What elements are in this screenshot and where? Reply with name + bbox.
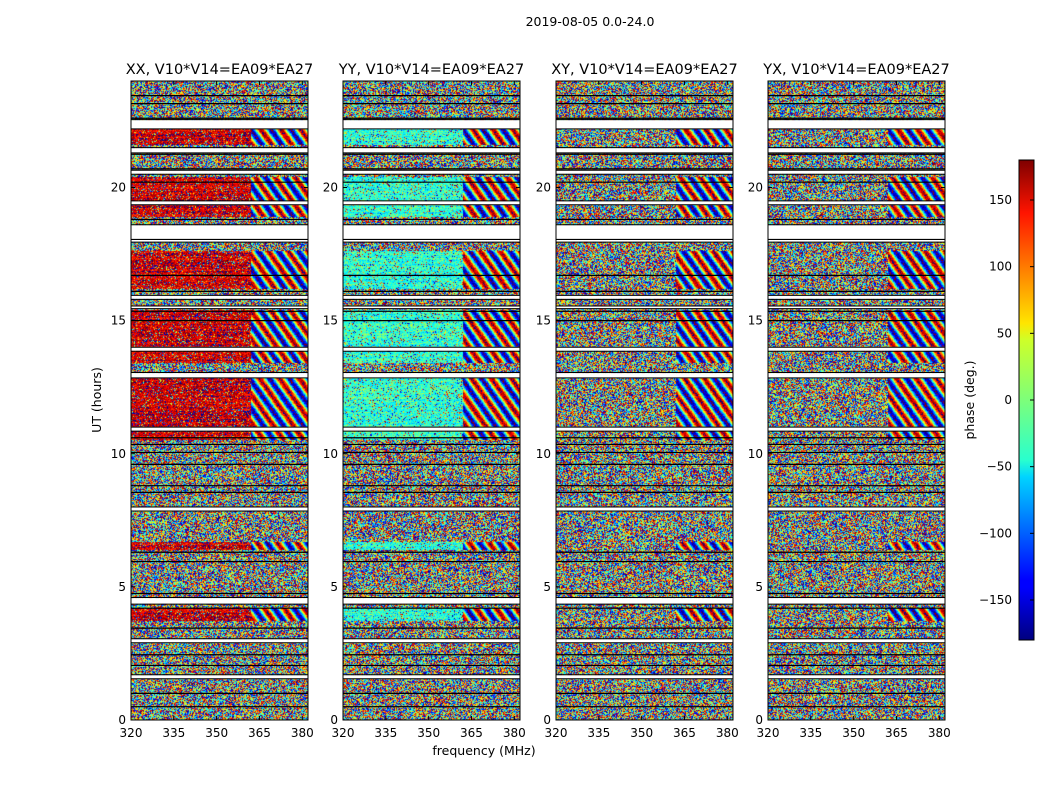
y-tick-label: 10 <box>748 447 763 461</box>
panel-xx: XX, V10*V14=EA09*EA27 320 335 350 365 380 0 5 10… <box>111 62 314 740</box>
x-tick-label: 320 <box>120 726 143 740</box>
y-tick-label: 0 <box>543 713 551 727</box>
x-tick-label: 365 <box>885 726 908 740</box>
panel-xy: XY, V10*V14=EA09*EA27 320 335 350 365 380 0 5 10… <box>536 62 739 740</box>
phase-heatmap-canvas-xy <box>556 81 733 720</box>
colorbar-tick-label: −100 <box>979 526 1012 540</box>
colorbar-tick-label: 0 <box>1004 393 1012 407</box>
y-tick-label: 5 <box>330 580 338 594</box>
y-tick-label: 5 <box>755 580 763 594</box>
phase-heatmap-yx <box>768 81 945 720</box>
colorbar-tick-label: 100 <box>989 260 1012 274</box>
axes-frame-yx <box>767 80 946 721</box>
phase-heatmap-yy <box>343 81 520 720</box>
panel-yx: YX, V10*V14=EA09*EA27 320 335 350 365 380 0 5 10… <box>748 62 951 740</box>
y-tick-label: 15 <box>536 314 551 328</box>
x-tick-label: 380 <box>291 726 314 740</box>
y-tick-label: 15 <box>111 314 126 328</box>
panel-title-yy: YY, V10*V14=EA09*EA27 <box>338 62 524 78</box>
panels: XX, V10*V14=EA09*EA27 320 335 350 365 380 0 5 10… <box>111 62 951 740</box>
x-tick-label: 335 <box>799 726 822 740</box>
y-tick-label: 0 <box>118 713 126 727</box>
phase-heatmap-xy <box>556 81 733 720</box>
colorbar-tick-label: −150 <box>979 593 1012 607</box>
y-tick-label: 15 <box>323 314 338 328</box>
x-tick-label: 335 <box>587 726 610 740</box>
x-tick-label: 380 <box>503 726 526 740</box>
colorbar-tick-label: 50 <box>997 326 1012 340</box>
y-tick-label: 20 <box>323 181 338 195</box>
x-axis-label: frequency (MHz) <box>432 743 535 758</box>
x-tick-label: 320 <box>545 726 568 740</box>
y-tick-label: 15 <box>748 314 763 328</box>
axes-frame-yy <box>342 80 521 721</box>
x-tick-label: 380 <box>928 726 951 740</box>
y-tick-label: 10 <box>536 447 551 461</box>
colorbar-label: phase (deg.) <box>962 361 977 440</box>
colorbar-ticks: 150 100 50 0 −50 −100 −150 <box>979 193 1034 607</box>
x-tick-label: 365 <box>673 726 696 740</box>
x-tick-label: 320 <box>757 726 780 740</box>
y-tick-label: 20 <box>111 181 126 195</box>
y-tick-label: 20 <box>748 181 763 195</box>
x-tick-label: 320 <box>332 726 355 740</box>
x-tick-label: 335 <box>162 726 185 740</box>
x-tick-label: 350 <box>205 726 228 740</box>
y-axis-label: UT (hours) <box>89 367 104 433</box>
x-tick-label: 380 <box>716 726 739 740</box>
colorbar-tick-label: −50 <box>987 460 1012 474</box>
phase-heatmap-xx <box>131 81 308 720</box>
y-tick-label: 20 <box>536 181 551 195</box>
axes-frame-xy <box>555 80 734 721</box>
y-tick-label: 10 <box>111 447 126 461</box>
phase-heatmap-canvas-yx <box>768 81 945 720</box>
axes-frame-xx <box>130 80 309 721</box>
y-tick-label: 10 <box>323 447 338 461</box>
y-tick-label: 5 <box>543 580 551 594</box>
panel-title-xx: XX, V10*V14=EA09*EA27 <box>126 62 314 78</box>
x-tick-label: 365 <box>248 726 271 740</box>
colorbar: 150 100 50 0 −50 −100 −150 phase (deg.) <box>962 159 1035 641</box>
phase-heatmap-canvas-xx <box>131 81 308 720</box>
panel-yy: YY, V10*V14=EA09*EA27 320 335 350 365 380 0 5 10… <box>323 62 526 740</box>
x-tick-label: 350 <box>417 726 440 740</box>
figure-suptitle: 2019-08-05 0.0-24.0 <box>526 14 655 29</box>
y-tick-label: 0 <box>330 713 338 727</box>
x-tick-label: 335 <box>374 726 397 740</box>
y-tick-label: 0 <box>755 713 763 727</box>
phase-heatmap-canvas-yy <box>343 81 520 720</box>
panel-title-xy: XY, V10*V14=EA09*EA27 <box>551 62 737 78</box>
x-tick-label: 365 <box>460 726 483 740</box>
colorbar-tick-label: 150 <box>989 193 1012 207</box>
x-tick-label: 350 <box>630 726 653 740</box>
y-tick-label: 5 <box>118 580 126 594</box>
x-tick-label: 350 <box>842 726 865 740</box>
panel-title-yx: YX, V10*V14=EA09*EA27 <box>762 62 949 78</box>
